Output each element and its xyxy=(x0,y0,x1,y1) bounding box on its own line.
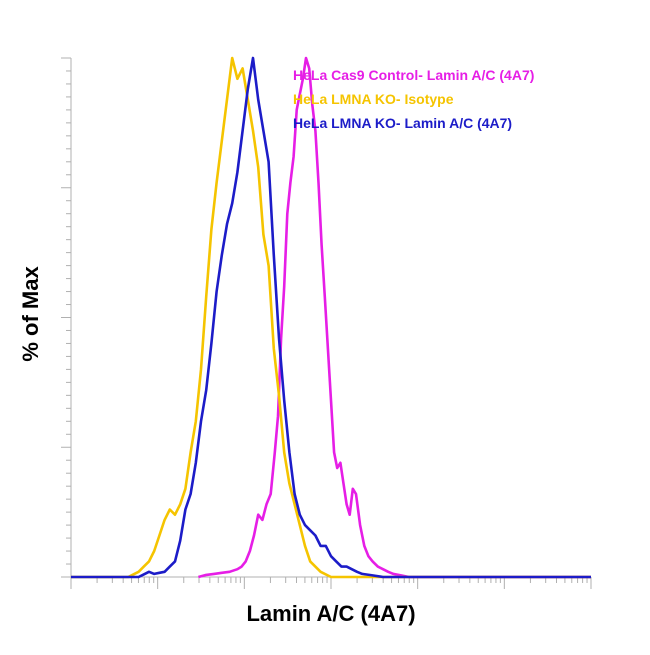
series-line-hela-lmna-ko-lamin-a-c-4a7 xyxy=(71,56,591,579)
series-line-hela-cas9-control-lamin-a-c-4a7 xyxy=(198,56,591,579)
legend-entry: HeLa LMNA KO- Lamin A/C (4A7) xyxy=(293,115,512,131)
legend-entry: HeLa LMNA KO- Isotype xyxy=(293,91,454,107)
legend-entry: HeLa Cas9 Control- Lamin A/C (4A7) xyxy=(293,67,534,83)
x-axis-label: Lamin A/C (4A7) xyxy=(246,601,415,626)
y-axis-label: % of Max xyxy=(18,266,43,362)
series-line-hela-lmna-ko-isotype xyxy=(71,56,591,579)
series-group xyxy=(71,56,591,579)
legend: HeLa Cas9 Control- Lamin A/C (4A7) HeLa L… xyxy=(293,67,534,131)
